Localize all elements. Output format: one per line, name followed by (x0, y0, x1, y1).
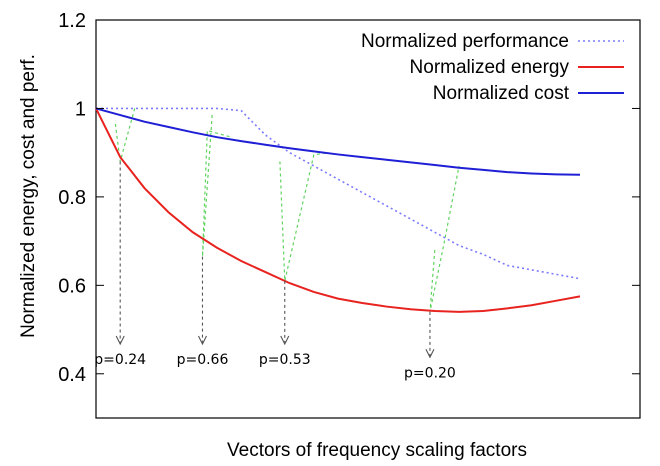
annotation-label: p=0.53 (259, 352, 311, 368)
series-line-normalized-cost (95, 107, 581, 176)
y-tick-label: 1.2 (58, 10, 86, 32)
plot-border (95, 19, 641, 419)
annotation-arrowhead (280, 335, 290, 346)
annotation-label: p=0.66 (177, 352, 229, 368)
legend-label: Normalized performance (361, 31, 569, 52)
annotation-arrowhead (425, 349, 435, 359)
y-tick-label: 0.8 (58, 187, 86, 209)
y-tick-label: 1 (75, 98, 86, 120)
y-axis-label: Normalized energy, cost and perf. (18, 54, 39, 338)
series-layer (95, 107, 581, 313)
projection-line (279, 152, 329, 282)
projection-line (201, 115, 232, 257)
annotation-layer: p=0.24 p=0.66 p=0.53 p=0.20 (94, 161, 456, 381)
annotation-label: p=0.20 (404, 365, 456, 381)
projection-line (429, 165, 460, 312)
annotation-label: p=0.24 (94, 352, 146, 368)
annotation-arrowhead (115, 335, 125, 346)
annotation-arrowhead (197, 335, 207, 346)
y-axis-ticks: 0.4 0.6 0.8 1 1.2 (58, 10, 640, 386)
legend: Normalized performance Normalized energy N… (361, 31, 624, 104)
plot-frame (95, 19, 641, 419)
legend-label: Normalized cost (433, 83, 570, 104)
x-axis-label: Vectors of frequency scaling factors (227, 440, 527, 461)
legend-label: Normalized energy (410, 57, 570, 78)
y-tick-label: 0.6 (58, 275, 86, 297)
series-line-normalized-performance (96, 107, 581, 280)
y-tick-label: 0.4 (58, 364, 86, 386)
series-line-normalized-energy (95, 107, 581, 313)
